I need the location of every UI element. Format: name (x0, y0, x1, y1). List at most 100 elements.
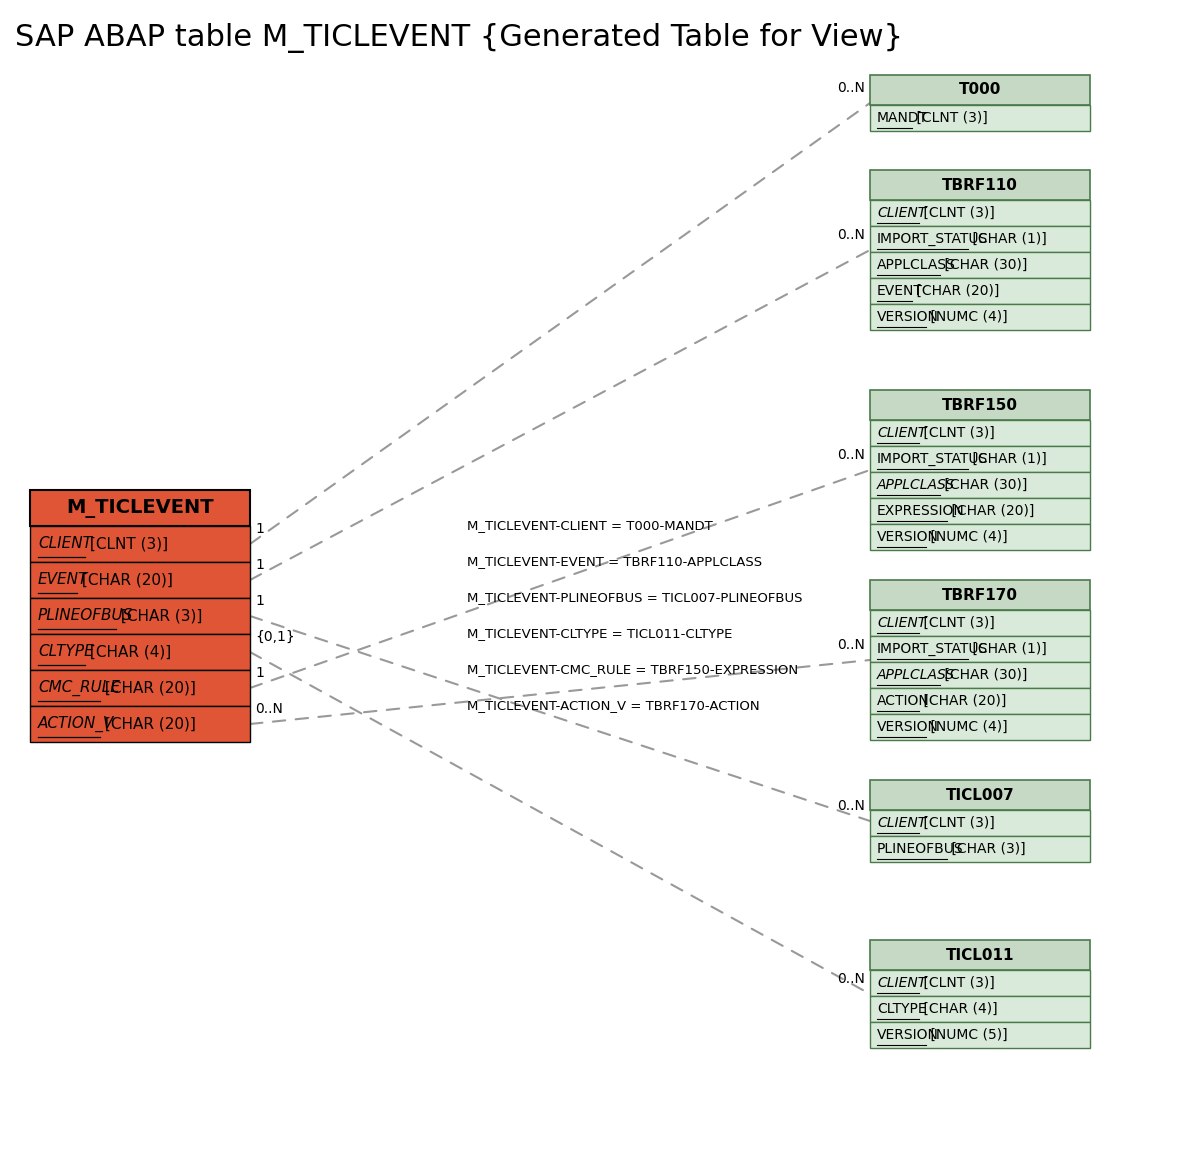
Bar (30, 525, 251, 561)
Text: [CHAR (4)]: [CHAR (4)] (85, 645, 171, 660)
Text: [CHAR (3)]: [CHAR (3)] (116, 609, 203, 624)
Text: 0..N: 0..N (837, 229, 864, 242)
Text: T000: T000 (959, 82, 1001, 97)
Text: TBRF110: TBRF110 (942, 177, 1018, 193)
Text: M_TICLEVENT-ACTION_V = TBRF170-ACTION: M_TICLEVENT-ACTION_V = TBRF170-ACTION (466, 699, 760, 712)
Text: [CHAR (30)]: [CHAR (30)] (940, 258, 1028, 271)
Text: M_TICLEVENT-CLTYPE = TICL011-CLTYPE: M_TICLEVENT-CLTYPE = TICL011-CLTYPE (466, 628, 733, 640)
Bar (870, 580, 1090, 610)
Bar (30, 670, 251, 706)
Text: TBRF150: TBRF150 (942, 398, 1018, 413)
Text: [CLNT (3)]: [CLNT (3)] (918, 426, 995, 440)
Text: [CLNT (3)]: [CLNT (3)] (912, 111, 988, 125)
Text: [CLNT (3)]: [CLNT (3)] (918, 206, 995, 220)
Text: VERSION: VERSION (876, 530, 939, 544)
Text: 1: 1 (255, 522, 264, 536)
Bar (30, 635, 251, 670)
Bar (870, 715, 1090, 740)
Text: TBRF170: TBRF170 (942, 587, 1018, 602)
Text: VERSION: VERSION (876, 720, 939, 734)
Bar (870, 970, 1090, 996)
Text: VERSION: VERSION (876, 310, 939, 324)
Text: TICL011: TICL011 (946, 948, 1014, 963)
Text: 0..N: 0..N (837, 448, 864, 462)
Text: APPLCLASS: APPLCLASS (876, 478, 954, 492)
Bar (870, 636, 1090, 662)
Bar (30, 706, 251, 742)
Text: [NUMC (5)]: [NUMC (5)] (926, 1028, 1007, 1042)
Bar (870, 498, 1090, 524)
Text: CMC_RULE: CMC_RULE (38, 680, 120, 696)
Bar (870, 836, 1090, 862)
Text: [CLNT (3)]: [CLNT (3)] (85, 536, 168, 551)
Text: [CHAR (20)]: [CHAR (20)] (912, 284, 1000, 298)
Text: ACTION: ACTION (876, 694, 929, 708)
Text: 0..N: 0..N (837, 81, 864, 95)
Text: [CHAR (20)]: [CHAR (20)] (918, 694, 1006, 708)
Bar (870, 420, 1090, 445)
Text: IMPORT_STATUS: IMPORT_STATUS (876, 232, 988, 246)
Bar (30, 561, 251, 599)
Text: CLIENT: CLIENT (876, 815, 927, 831)
Bar (870, 1022, 1090, 1047)
Bar (870, 171, 1090, 200)
Text: MANDT: MANDT (876, 111, 928, 125)
Bar (30, 599, 251, 635)
Text: [CLNT (3)]: [CLNT (3)] (918, 815, 995, 831)
Text: 1: 1 (255, 558, 264, 572)
Text: IMPORT_STATUS: IMPORT_STATUS (876, 452, 988, 466)
Text: 0..N: 0..N (837, 799, 864, 813)
Text: {0,1}: {0,1} (255, 630, 295, 644)
Bar (870, 662, 1090, 688)
Text: M_TICLEVENT-CLIENT = T000-MANDT: M_TICLEVENT-CLIENT = T000-MANDT (466, 519, 712, 532)
Bar (870, 996, 1090, 1022)
Bar (870, 610, 1090, 636)
Text: PLINEOFBUS: PLINEOFBUS (38, 609, 133, 624)
Text: M_TICLEVENT-PLINEOFBUS = TICL007-PLINEOFBUS: M_TICLEVENT-PLINEOFBUS = TICL007-PLINEOF… (466, 590, 802, 604)
Bar (30, 490, 251, 525)
Text: 1: 1 (255, 594, 264, 608)
Text: M_TICLEVENT-CMC_RULE = TBRF150-EXPRESSION: M_TICLEVENT-CMC_RULE = TBRF150-EXPRESSIO… (466, 664, 799, 676)
Text: [NUMC (4)]: [NUMC (4)] (926, 310, 1007, 324)
Bar (870, 390, 1090, 420)
Text: EVENT: EVENT (38, 573, 89, 587)
Text: CLIENT: CLIENT (876, 426, 927, 440)
Text: [CHAR (20)]: [CHAR (20)] (101, 717, 197, 732)
Text: APPLCLASS: APPLCLASS (876, 258, 956, 271)
Text: [NUMC (4)]: [NUMC (4)] (926, 530, 1007, 544)
Text: [CHAR (20)]: [CHAR (20)] (101, 681, 197, 696)
Text: [CHAR (3)]: [CHAR (3)] (947, 842, 1025, 856)
Text: [CHAR (20)]: [CHAR (20)] (947, 503, 1035, 519)
Bar (870, 940, 1090, 970)
Text: EXPRESSION: EXPRESSION (876, 503, 965, 519)
Bar (870, 780, 1090, 810)
Bar (870, 445, 1090, 472)
Bar (870, 106, 1090, 131)
Bar (870, 472, 1090, 498)
Text: VERSION: VERSION (876, 1028, 939, 1042)
Text: [CHAR (1)]: [CHAR (1)] (968, 232, 1047, 246)
Text: PLINEOFBUS: PLINEOFBUS (876, 842, 964, 856)
Bar (870, 252, 1090, 278)
Text: ACTION_V: ACTION_V (38, 716, 114, 732)
Text: [CHAR (1)]: [CHAR (1)] (968, 641, 1047, 657)
Text: 0..N: 0..N (255, 702, 283, 716)
Text: [CHAR (20)]: [CHAR (20)] (77, 573, 173, 587)
Text: CLIENT: CLIENT (38, 536, 92, 551)
Text: 0..N: 0..N (837, 638, 864, 652)
Text: CLTYPE: CLTYPE (38, 645, 94, 660)
Text: CLTYPE: CLTYPE (876, 1002, 927, 1016)
Text: [CHAR (4)]: [CHAR (4)] (918, 1002, 998, 1016)
Text: [CLNT (3)]: [CLNT (3)] (918, 616, 995, 630)
Text: EVENT: EVENT (876, 284, 923, 298)
Bar (870, 75, 1090, 106)
Bar (870, 304, 1090, 329)
Text: SAP ABAP table M_TICLEVENT {Generated Table for View}: SAP ABAP table M_TICLEVENT {Generated Ta… (16, 23, 903, 53)
Text: CLIENT: CLIENT (876, 206, 927, 220)
Text: 0..N: 0..N (837, 972, 864, 986)
Text: 1: 1 (255, 666, 264, 680)
Bar (870, 688, 1090, 715)
Text: [CLNT (3)]: [CLNT (3)] (918, 976, 995, 989)
Text: APPLCLASS: APPLCLASS (876, 668, 954, 682)
Text: TICL007: TICL007 (946, 788, 1014, 803)
